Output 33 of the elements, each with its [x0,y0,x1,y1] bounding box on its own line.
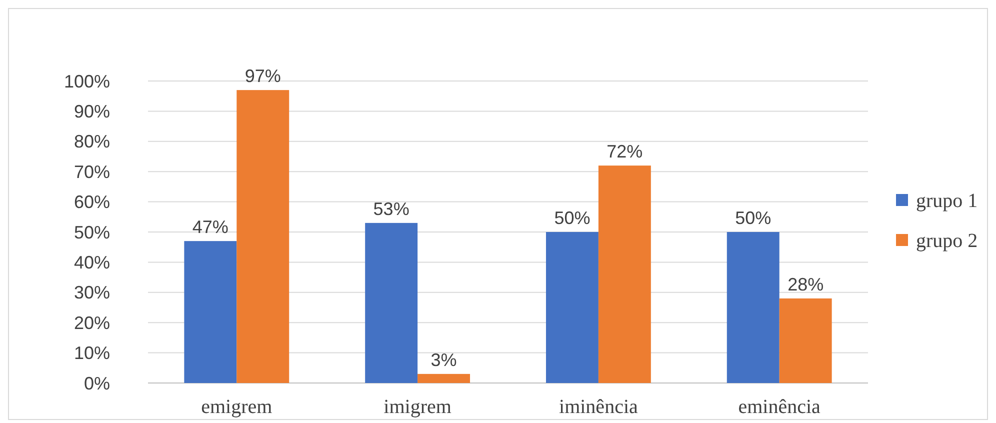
x-tick-label: emigrem [201,396,273,418]
y-tick-label: 30% [74,282,110,303]
y-tick-label: 10% [74,343,110,364]
bar [779,298,832,383]
bar [418,374,470,383]
bar [726,232,780,383]
legend-label: grupo 1 [916,190,978,212]
bar [236,90,290,383]
y-tick-label: 100% [64,71,110,92]
y-tick-label: 20% [74,312,110,333]
y-tick-label: 70% [74,162,110,182]
bar [546,232,598,383]
data-label: 47% [192,217,228,238]
data-label: 3% [430,350,457,370]
data-label: 72% [606,142,643,162]
y-tick-label: 40% [74,252,110,272]
x-tick-label: imigrem [384,396,452,418]
x-tick-label: eminência [738,396,821,418]
data-label: 28% [788,274,824,294]
data-label: 50% [554,208,590,228]
y-tick-label: 50% [74,222,110,242]
y-tick-label: 0% [84,373,110,394]
x-tick-label: iminência [559,396,638,418]
data-label: 53% [373,198,410,219]
y-tick-label: 90% [74,102,110,122]
bar [184,241,237,383]
bar [598,166,651,383]
y-tick-label: 80% [74,132,110,152]
data-label: 50% [735,208,772,228]
y-tick-label: 60% [74,192,110,212]
data-label: 97% [244,66,281,86]
legend-label: grupo 2 [916,230,978,252]
bar [365,222,418,383]
